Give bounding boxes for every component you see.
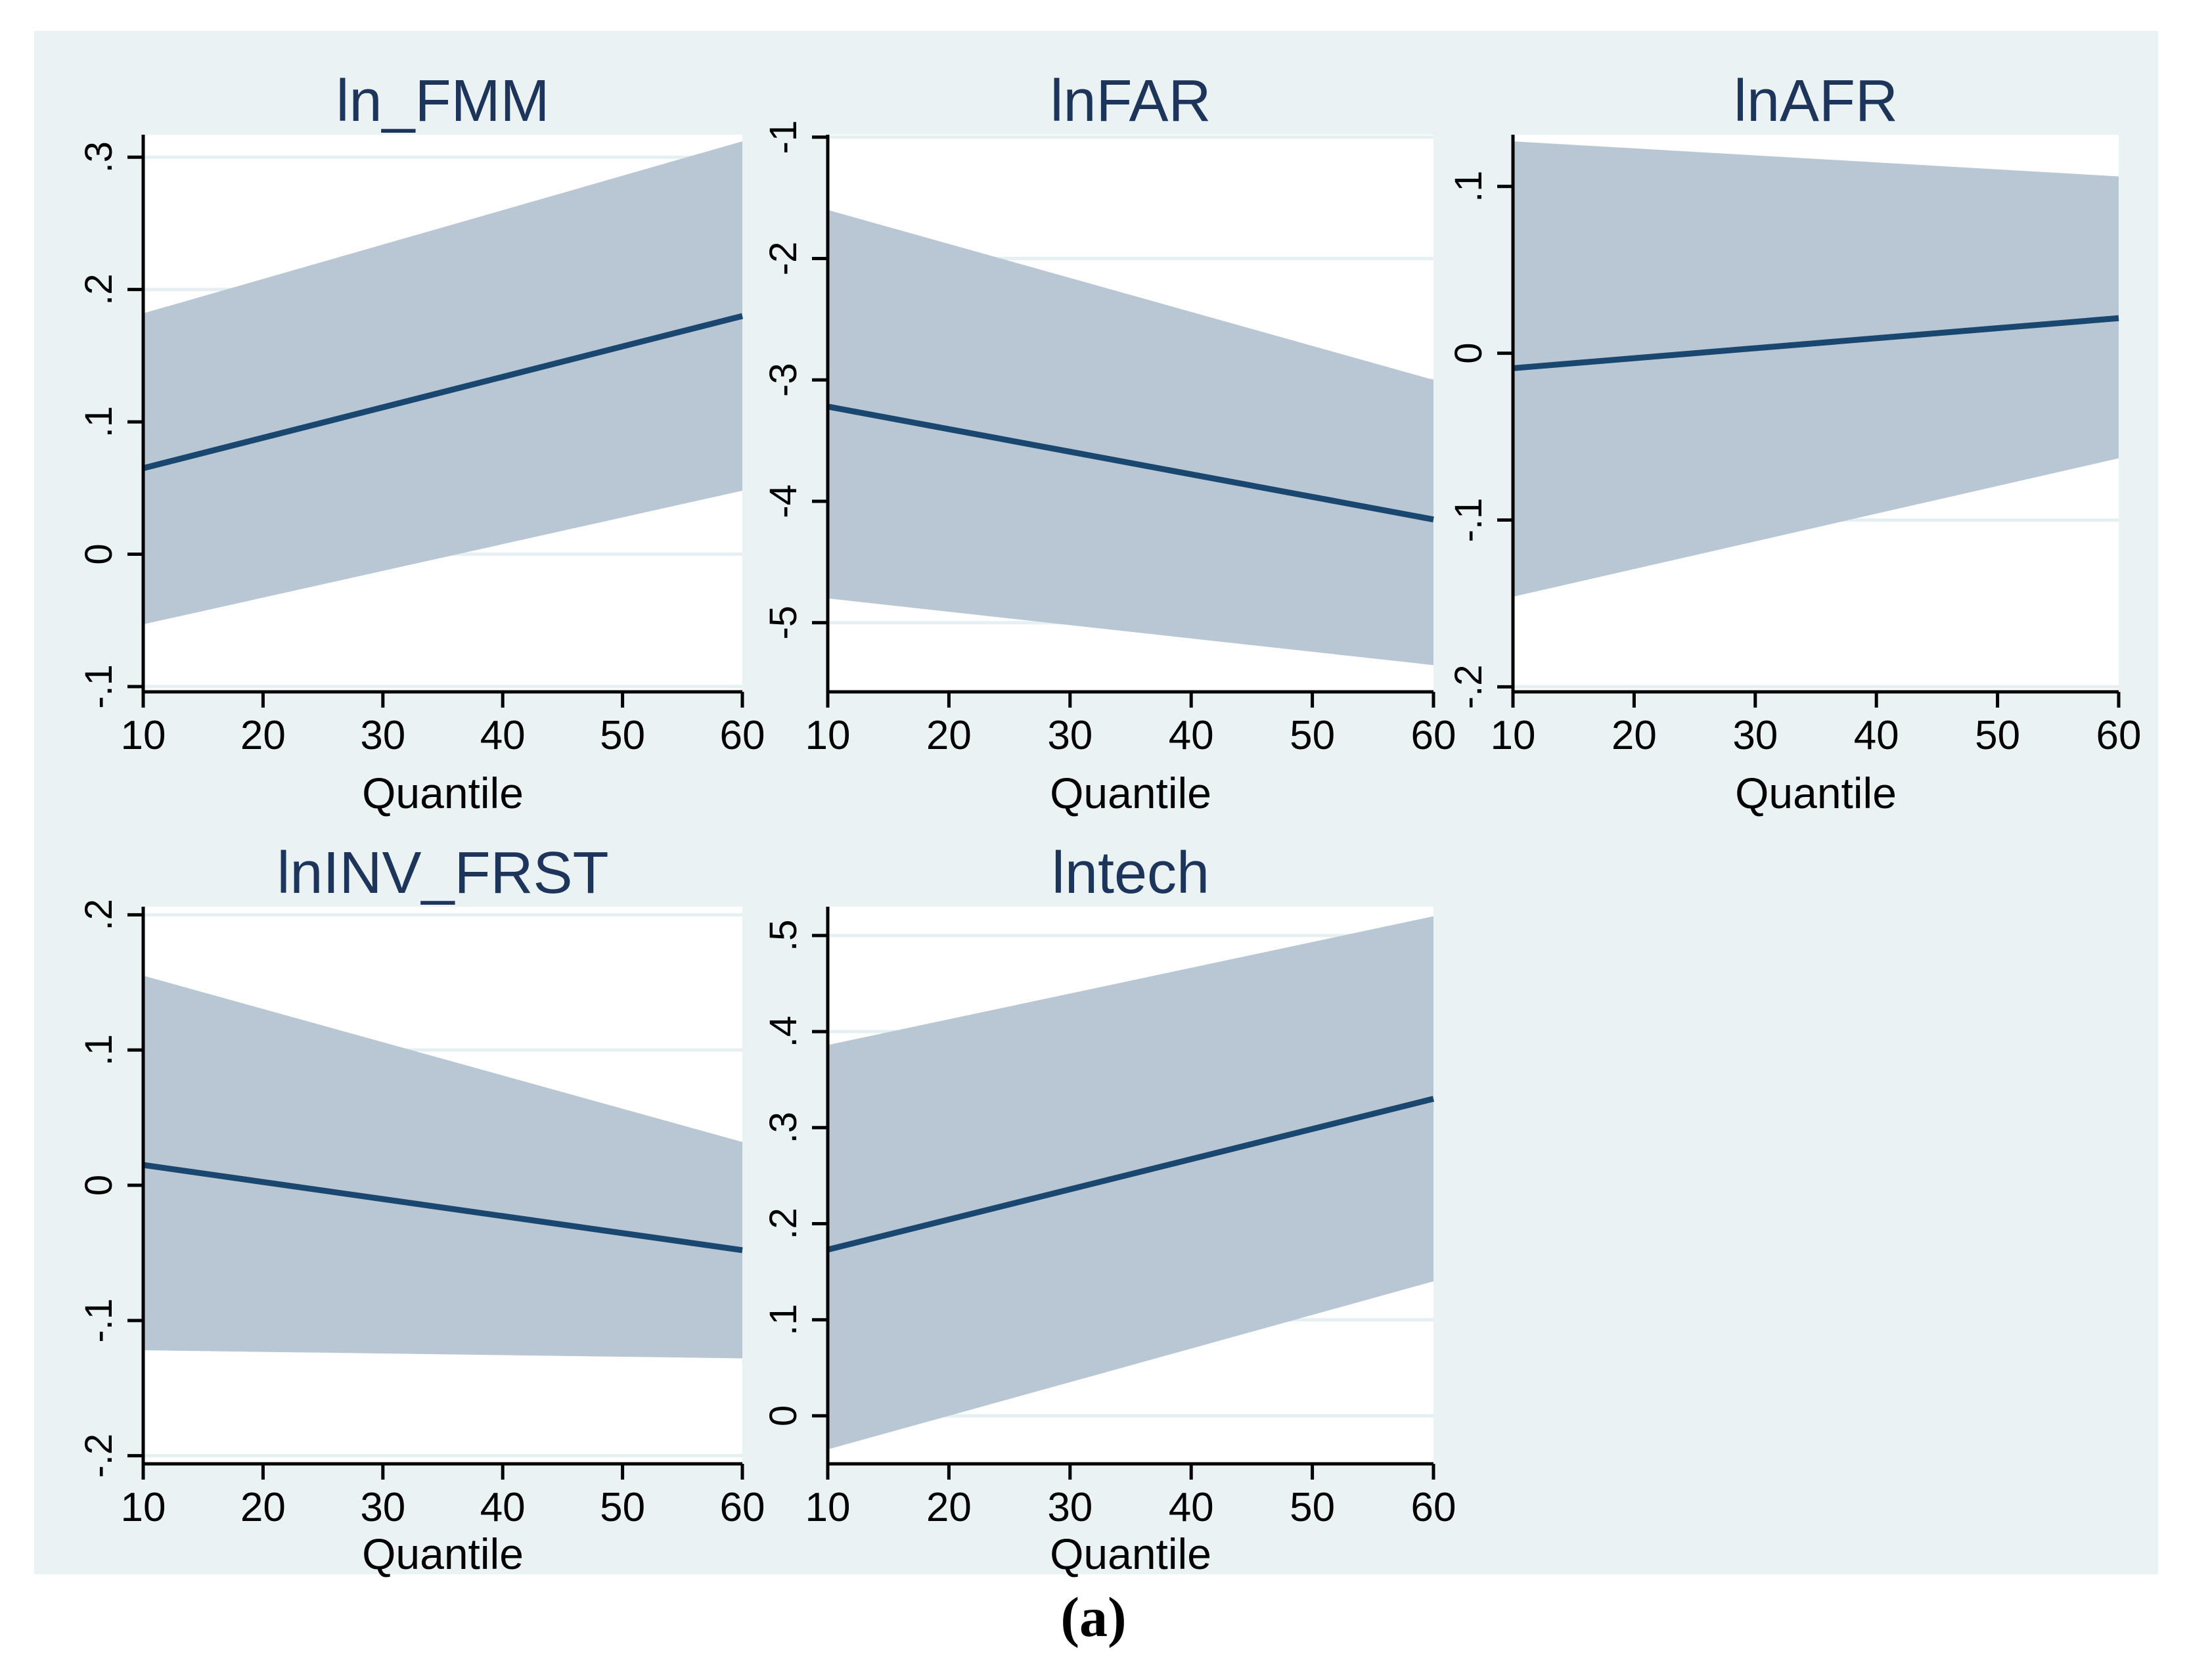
- x-tick-label: 20: [926, 713, 972, 758]
- x-axis-title: Quantile: [362, 1530, 524, 1578]
- subplot-lnAFR: .1 0 -.1 -.210 20 30 40 50 60 Quantile lnAFR: [1447, 68, 2141, 817]
- regression-line: [142, 313, 744, 471]
- regression-line: [826, 1096, 1435, 1253]
- regression-line: [827, 403, 1434, 523]
- y-tick-label: -.1: [1447, 498, 1490, 543]
- y-tick-label: .2: [78, 273, 120, 305]
- y-tick-label: -.2: [1447, 665, 1490, 710]
- x-tick-label: 30: [360, 1485, 405, 1530]
- x-tick-label: 10: [121, 1485, 166, 1530]
- y-tick-label: .4: [762, 1016, 805, 1047]
- confidence-band: [828, 210, 1433, 666]
- x-tick-label: 40: [1169, 713, 1214, 758]
- subplot-lnFAR: -1 -2 -3 -4 -5 10 20 30 40 50 60 Quantile lnFAR: [762, 68, 1456, 817]
- x-tick-label: 30: [1732, 713, 1778, 758]
- y-tick-label: .1: [78, 406, 120, 438]
- x-tick-label: 60: [2096, 713, 2142, 758]
- y-tick-label: .2: [78, 899, 120, 930]
- x-tick-label: 40: [1169, 1485, 1214, 1530]
- x-tick-label: 60: [720, 713, 765, 758]
- x-tick-label: 50: [1290, 713, 1335, 758]
- x-axis-title: Quantile: [1735, 769, 1897, 817]
- x-tick-label: 50: [600, 1485, 645, 1530]
- subplot-title: lnFAR: [1050, 68, 1211, 134]
- x-tick-label: 10: [805, 1485, 851, 1530]
- y-tick-label: -5: [762, 606, 805, 640]
- x-tick-label: 60: [1411, 1485, 1456, 1530]
- y-tick-label: -.1: [78, 1298, 120, 1343]
- x-tick-label: 20: [926, 1485, 972, 1530]
- y-tick-label: 0: [78, 1175, 120, 1196]
- x-tick-label: 50: [1975, 713, 2020, 758]
- subplot-title: lntech: [1052, 840, 1209, 906]
- y-tick-label: -.1: [78, 664, 120, 709]
- y-tick-label: -1: [762, 120, 805, 154]
- y-tick-label: .1: [762, 1304, 805, 1336]
- x-tick-label: 30: [1047, 1485, 1093, 1530]
- x-tick-label: 60: [1411, 713, 1456, 758]
- y-tick-label: 0: [1447, 342, 1490, 363]
- y-tick-label: .1: [1447, 171, 1490, 202]
- x-tick-label: 40: [1854, 713, 1899, 758]
- x-axis-title: Quantile: [1050, 1530, 1211, 1578]
- subplot-lntech: .5 .4 .3 .2 .1 0 10 20 30 40 50 60 Quantile lntech: [762, 840, 1456, 1578]
- x-tick-label: 10: [1491, 713, 1536, 758]
- y-tick-label: 0: [762, 1405, 805, 1426]
- subplot-title: lnAFR: [1734, 68, 1898, 134]
- x-tick-label: 40: [480, 713, 526, 758]
- y-tick-label: -3: [762, 363, 805, 397]
- x-tick-label: 40: [480, 1485, 526, 1530]
- x-tick-label: 30: [1047, 713, 1093, 758]
- confidence-band: [143, 141, 742, 625]
- x-tick-label: 20: [240, 713, 286, 758]
- x-tick-label: 20: [1612, 713, 1657, 758]
- subplot-title: ln_FMM: [336, 68, 549, 134]
- y-tick-label: .1: [78, 1034, 120, 1066]
- confidence-band: [828, 916, 1433, 1450]
- y-tick-label: .3: [78, 141, 120, 173]
- y-tick-label: .5: [762, 920, 805, 951]
- regression-line: [143, 1162, 743, 1254]
- x-tick-label: 20: [240, 1485, 286, 1530]
- subplot-lnINV_FRST: .2 .1 0 -.1 -.210 20 30 40 50 60 Quantile lnINV_FRS…: [78, 840, 765, 1578]
- y-tick-label: .2: [762, 1208, 805, 1239]
- x-tick-label: 60: [720, 1485, 765, 1530]
- confidence-band: [1513, 141, 2119, 597]
- x-axis-title: Quantile: [362, 769, 524, 817]
- figure-caption: (a): [1060, 1585, 1127, 1648]
- y-tick-label: -4: [762, 484, 805, 518]
- subplot-ln_FMM: .3 .2 .1 0 -.110 20 30 40 50 60 Quantile ln_FMM: [78, 68, 765, 817]
- y-tick-label: 0: [78, 543, 120, 564]
- y-tick-label: -2: [762, 242, 805, 276]
- x-tick-label: 10: [805, 713, 851, 758]
- x-tick-label: 50: [1290, 1485, 1335, 1530]
- y-tick-label: -.2: [78, 1434, 120, 1478]
- x-tick-label: 30: [360, 713, 405, 758]
- x-tick-label: 10: [121, 713, 166, 758]
- y-tick-label: .3: [762, 1112, 805, 1143]
- x-tick-label: 50: [600, 713, 645, 758]
- regression-line: [1512, 315, 2119, 371]
- subplot-title: lnINV_FRST: [277, 840, 608, 906]
- confidence-band: [143, 975, 742, 1359]
- x-axis-title: Quantile: [1050, 769, 1211, 817]
